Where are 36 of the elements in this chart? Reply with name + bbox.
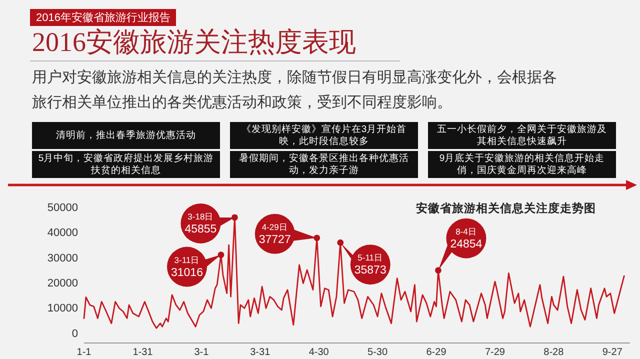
y-tick-label: 20000: [47, 278, 78, 290]
point: [218, 252, 224, 258]
x-tick-label: 4-30: [308, 347, 330, 358]
chart-subtitle: 用户对安徽旅游相关信息的关注热度，除随节假日有明显高涨变化外，会根据各旅行相关单位推出的各类优惠活动和政策，受到不同程度影响。: [32, 68, 558, 113]
point: [435, 267, 442, 274]
x-tick-label: 8-28: [544, 347, 564, 358]
x-tick-label: 6-29: [426, 347, 447, 358]
annotation: 4-29日 37727: [258, 222, 291, 246]
x-tick-label: 9-27: [602, 347, 623, 358]
annotation: 3-11日 31016: [170, 254, 203, 279]
x-tick-label: 3-1: [194, 347, 210, 358]
point: [314, 234, 320, 242]
text: 9月底关于安徽旅游的相关信息开始走俏，国庆黄金周再次迎来高峰: [428, 151, 616, 178]
text: 五一小长假前夕，全网关于安徽旅游及其相关信息快速飙升: [428, 122, 616, 149]
text: 清明前，推出春季旅游优惠活动: [32, 122, 220, 149]
annotation: 安徽省旅游相关信息关注度走势图: [416, 201, 596, 216]
point: [337, 239, 344, 246]
x-tick-label: 5-30: [368, 347, 388, 358]
annotation: 8-4日 24854: [450, 226, 483, 250]
y-tick-label: 10000: [47, 302, 78, 315]
text: 5月中旬，安徽省政府提出发展乡村旅游扶贫的相关信息: [32, 151, 220, 178]
y-tick-label: 0: [72, 328, 78, 340]
text: 暑假期间，安徽各景区推出各种优惠活动，发力亲子游: [230, 151, 418, 178]
x-tick-label: 3-31: [250, 347, 271, 358]
y-tick-label: 40000: [47, 227, 78, 240]
y-tick-label: 50000: [47, 202, 78, 214]
text: 《发现别样安徽》宣传片在3月开始首映，此时段信息较多: [230, 122, 418, 149]
x-tick-label: 1-1: [76, 347, 92, 358]
annotation: 3-18日 45855: [184, 211, 217, 236]
x-tick-label: 1-31: [132, 347, 154, 358]
y-tick-label: 30000: [47, 252, 78, 264]
point: [231, 214, 238, 221]
chart-title: 2016安徽旅游关注热度表现: [32, 26, 356, 59]
x-tick-label: 7-29: [484, 347, 506, 358]
text: 2016年安徽省旅游行业报告: [30, 9, 176, 26]
annotation: 5-11日 35873: [354, 252, 386, 277]
